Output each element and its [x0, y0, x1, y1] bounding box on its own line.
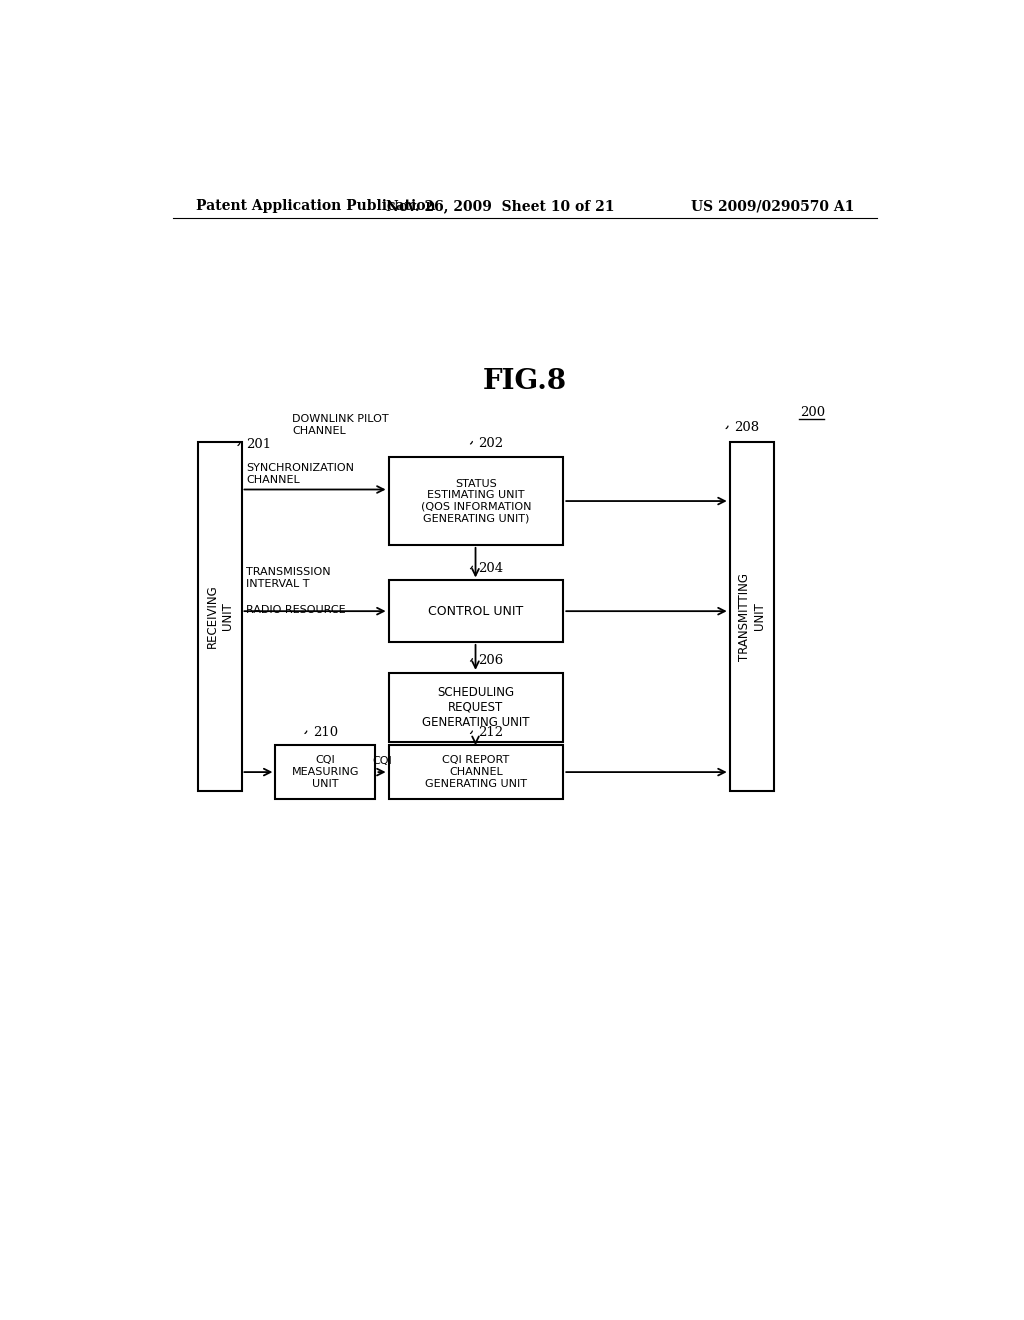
Text: 208: 208: [734, 421, 760, 434]
Text: DOWNLINK PILOT
CHANNEL: DOWNLINK PILOT CHANNEL: [292, 414, 389, 436]
Text: FIG.8: FIG.8: [482, 368, 567, 395]
Text: CQI REPORT
CHANNEL
GENERATING UNIT: CQI REPORT CHANNEL GENERATING UNIT: [425, 755, 527, 788]
Bar: [388, 457, 563, 545]
Text: CQI: CQI: [372, 755, 392, 766]
Bar: [275, 744, 376, 799]
Bar: [388, 581, 563, 642]
Text: 202: 202: [478, 437, 504, 450]
Bar: [388, 673, 563, 742]
Text: RECEIVING
UNIT: RECEIVING UNIT: [206, 585, 234, 648]
Text: SCHEDULING
REQUEST
GENERATING UNIT: SCHEDULING REQUEST GENERATING UNIT: [422, 686, 529, 729]
Text: 212: 212: [478, 726, 504, 739]
Text: CQI
MEASURING
UNIT: CQI MEASURING UNIT: [292, 755, 359, 788]
Bar: [730, 442, 773, 792]
Bar: [388, 744, 563, 799]
Bar: [199, 442, 243, 792]
Text: STATUS
ESTIMATING UNIT
(QOS INFORMATION
GENERATING UNIT): STATUS ESTIMATING UNIT (QOS INFORMATION …: [421, 479, 531, 524]
Text: 201: 201: [246, 438, 271, 451]
Text: Patent Application Publication: Patent Application Publication: [196, 199, 435, 213]
Text: SYNCHRONIZATION
CHANNEL: SYNCHRONIZATION CHANNEL: [246, 463, 354, 484]
Text: TRANSMISSION
INTERVAL T: TRANSMISSION INTERVAL T: [246, 568, 331, 589]
Text: US 2009/0290570 A1: US 2009/0290570 A1: [691, 199, 854, 213]
Text: Nov. 26, 2009  Sheet 10 of 21: Nov. 26, 2009 Sheet 10 of 21: [386, 199, 614, 213]
Text: 200: 200: [801, 405, 825, 418]
Text: 204: 204: [478, 561, 504, 574]
Text: CONTROL UNIT: CONTROL UNIT: [428, 605, 523, 618]
Text: 210: 210: [313, 726, 338, 739]
Text: 206: 206: [478, 653, 504, 667]
Text: RADIO RESOURCE: RADIO RESOURCE: [246, 605, 346, 615]
Text: TRANSMITTING
UNIT: TRANSMITTING UNIT: [737, 573, 766, 660]
